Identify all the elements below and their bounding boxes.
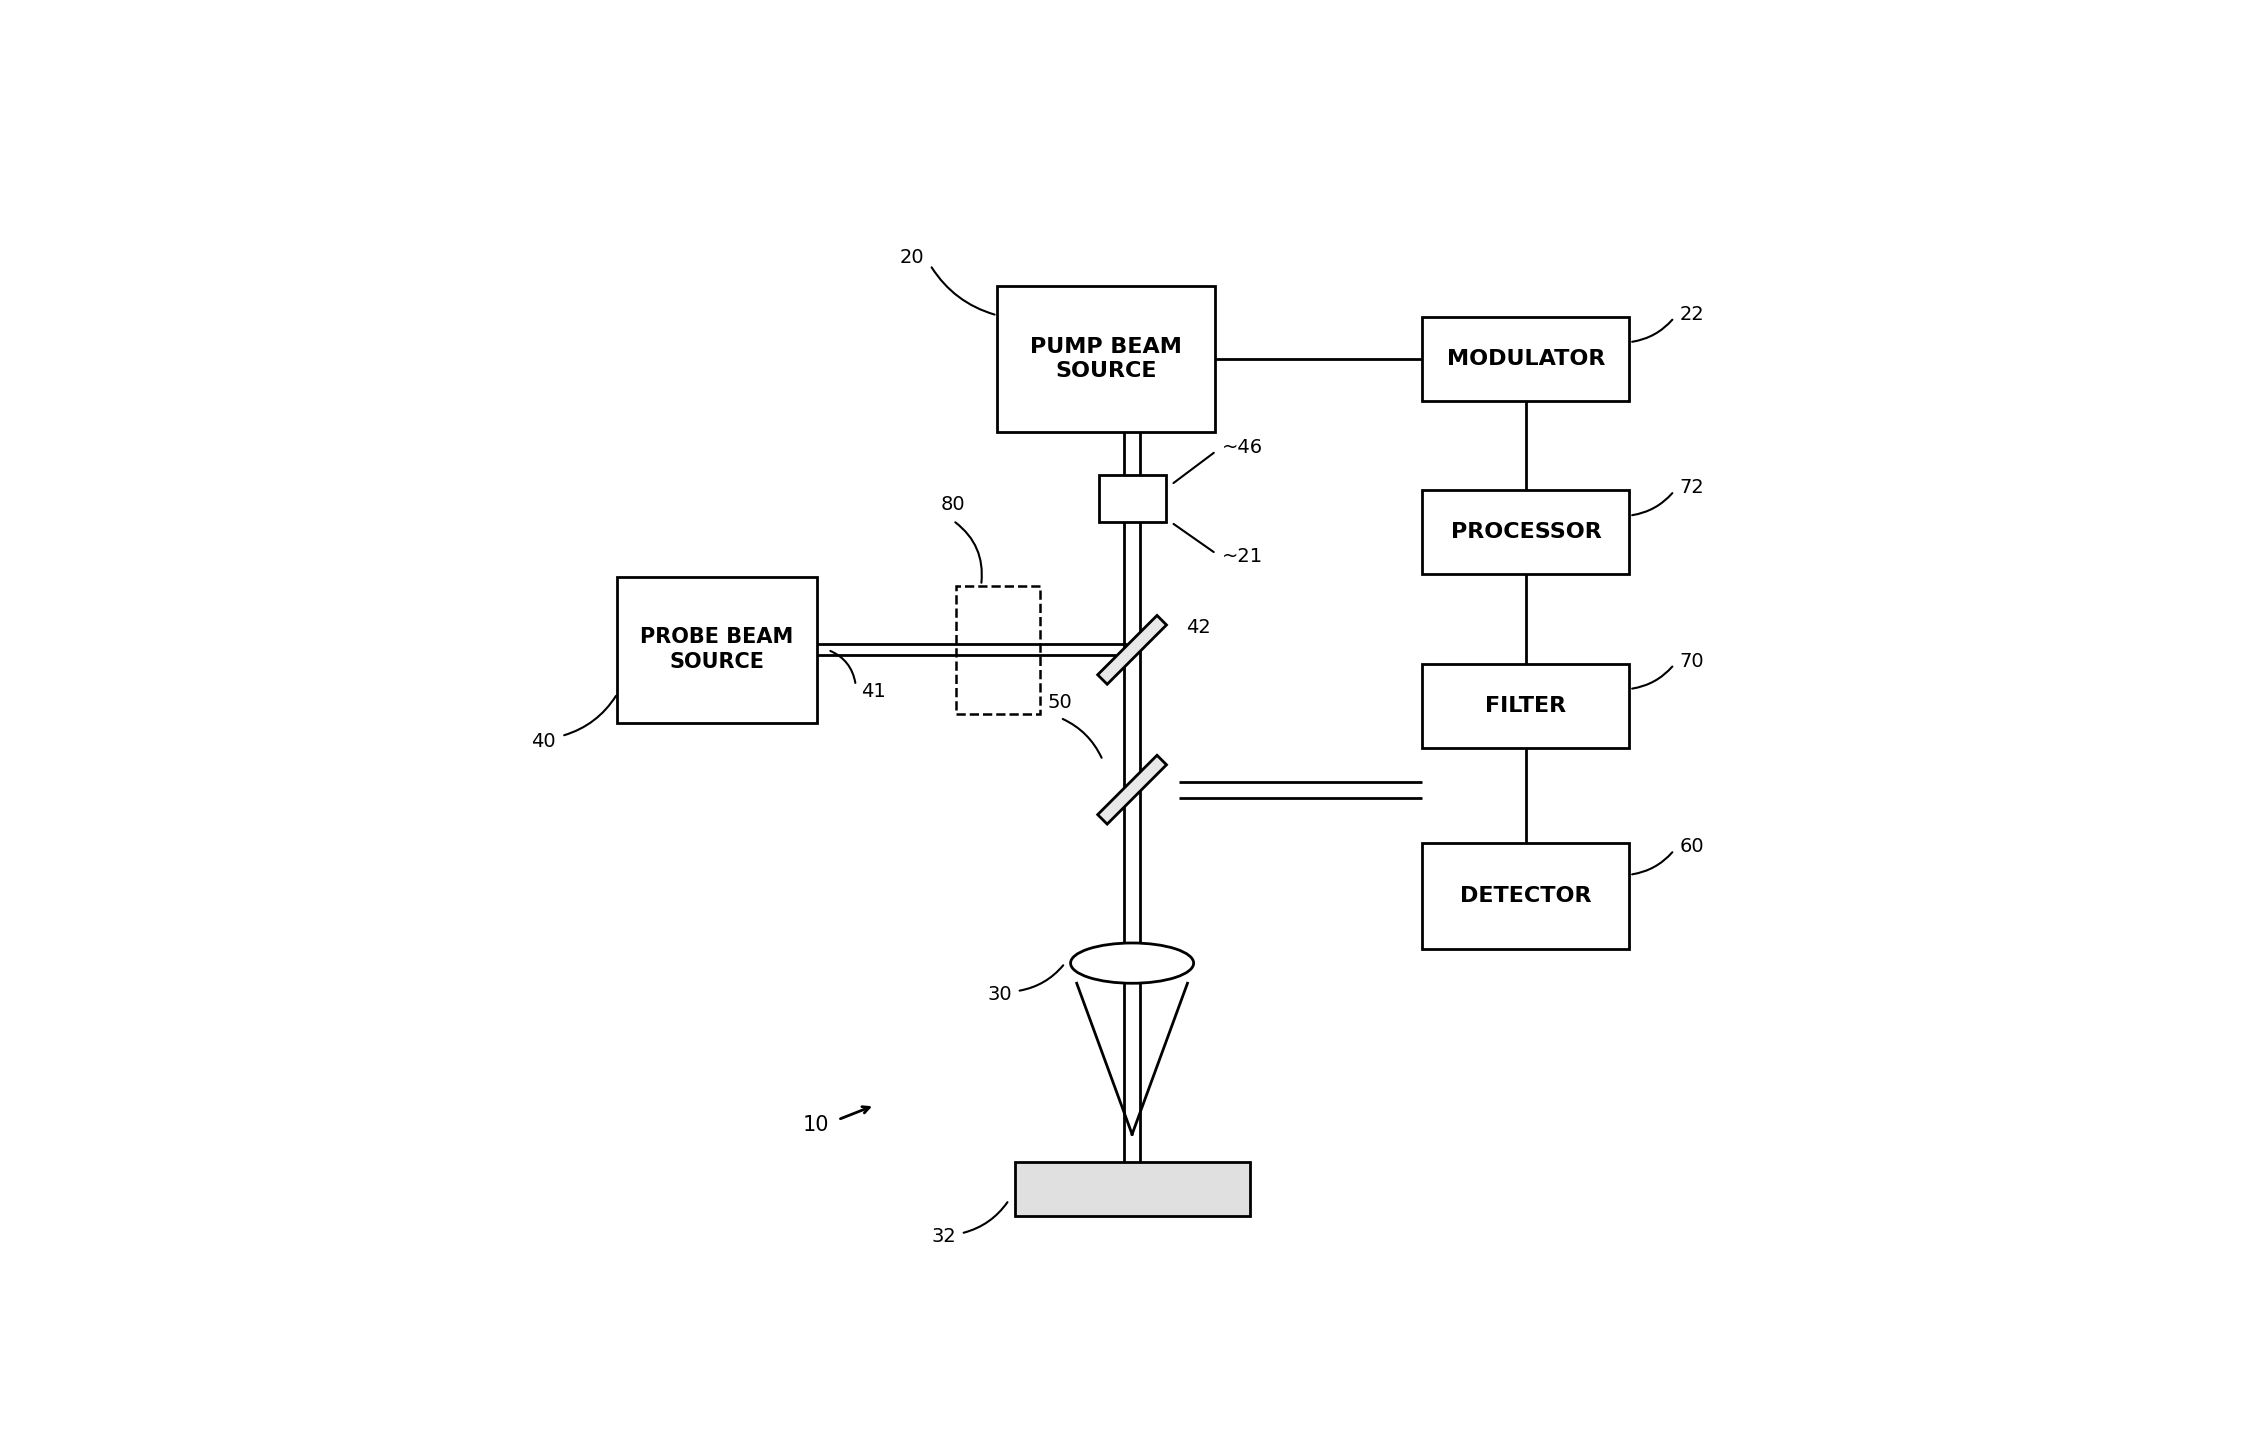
Text: 20: 20 [901, 247, 925, 267]
FancyBboxPatch shape [1422, 843, 1630, 949]
Text: PUMP BEAM
SOURCE: PUMP BEAM SOURCE [1031, 337, 1183, 381]
Text: 60: 60 [1679, 837, 1704, 856]
Text: ~46: ~46 [1221, 439, 1262, 458]
Text: ~21: ~21 [1221, 548, 1262, 567]
Text: 80: 80 [941, 495, 966, 514]
Text: 42: 42 [1185, 618, 1210, 636]
FancyBboxPatch shape [618, 577, 817, 722]
Polygon shape [1097, 616, 1167, 684]
Polygon shape [1097, 756, 1167, 824]
Text: DETECTOR: DETECTOR [1460, 886, 1591, 907]
FancyBboxPatch shape [998, 286, 1217, 432]
FancyBboxPatch shape [1099, 475, 1165, 522]
Text: 32: 32 [932, 1228, 957, 1247]
Text: PROBE BEAM
SOURCE: PROBE BEAM SOURCE [641, 628, 794, 673]
Text: FILTER: FILTER [1485, 696, 1566, 716]
Text: 30: 30 [989, 985, 1013, 1004]
Text: 70: 70 [1679, 651, 1704, 670]
Ellipse shape [1070, 943, 1194, 984]
FancyBboxPatch shape [1422, 491, 1630, 574]
Text: 22: 22 [1679, 305, 1704, 324]
Text: 72: 72 [1679, 478, 1704, 497]
Text: 40: 40 [530, 732, 555, 751]
FancyBboxPatch shape [1422, 664, 1630, 748]
FancyBboxPatch shape [1016, 1162, 1250, 1216]
Text: PROCESSOR: PROCESSOR [1451, 523, 1600, 542]
Text: 50: 50 [1047, 693, 1072, 712]
Text: MODULATOR: MODULATOR [1447, 349, 1605, 369]
FancyBboxPatch shape [1422, 317, 1630, 401]
Text: 41: 41 [862, 681, 887, 700]
Text: 10: 10 [801, 1116, 828, 1135]
